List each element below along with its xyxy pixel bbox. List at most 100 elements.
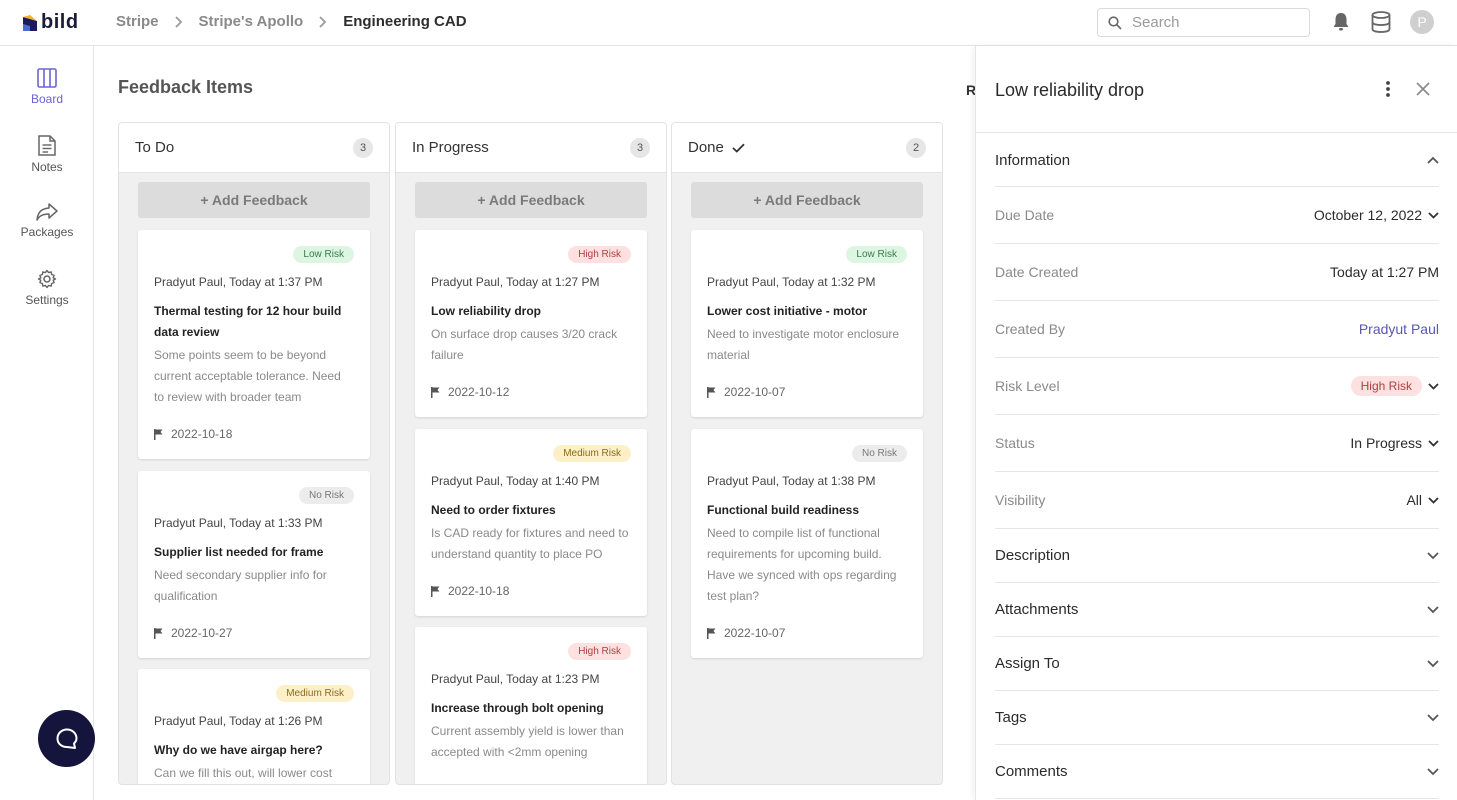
- column-count-badge: 3: [630, 137, 650, 158]
- card-title: Supplier list needed for frame: [154, 545, 324, 559]
- card-description: On surface drop causes 3/20 crack failur…: [431, 327, 618, 362]
- feedback-card[interactable]: Low Risk Pradyut Paul, Today at 1:37 PM …: [138, 230, 370, 459]
- card-description: Need to compile list of functional requi…: [707, 526, 897, 603]
- risk-badge: High Risk: [568, 246, 631, 263]
- database-icon[interactable]: [1370, 11, 1392, 33]
- section-assign-to[interactable]: Assign To: [995, 637, 1439, 691]
- card-description: Can we fill this out, will lower cost: [154, 766, 333, 780]
- column-done: Done 2 + Add Feedback Low Risk Pradyut P…: [671, 122, 943, 785]
- created-by-link[interactable]: Pradyut Paul: [1358, 321, 1439, 337]
- card-due-date: 2022-10-07: [707, 385, 785, 399]
- chevron-down-icon: [1427, 659, 1439, 667]
- nav-label: Board: [30, 92, 64, 106]
- field-status: Status In Progress: [995, 415, 1439, 472]
- card-meta: Pradyut Paul, Today at 1:23 PM: [431, 672, 600, 686]
- section-description[interactable]: Description: [995, 529, 1439, 583]
- logo-mark-icon: [23, 14, 37, 31]
- breadcrumb-item-project[interactable]: Stripe's Apollo: [198, 13, 304, 30]
- feedback-card[interactable]: High Risk Pradyut Paul, Today at 1:23 PM…: [415, 627, 647, 784]
- card-due-date: 2022-10-18: [431, 584, 509, 598]
- close-icon[interactable]: [1416, 82, 1430, 101]
- nav-item-settings[interactable]: Settings: [0, 269, 94, 307]
- chat-launcher-button[interactable]: [38, 710, 95, 767]
- column-title: In Progress: [412, 139, 489, 156]
- risk-badge: Low Risk: [846, 246, 907, 263]
- section-attachments[interactable]: Attachments: [995, 583, 1439, 637]
- feedback-card[interactable]: No Risk Pradyut Paul, Today at 1:38 PM F…: [691, 429, 923, 658]
- checkmark-icon: [732, 143, 745, 153]
- flag-icon: [707, 627, 716, 639]
- nav-label: Notes: [31, 160, 63, 174]
- panel-title: Low reliability drop: [995, 80, 1145, 100]
- chevron-down-icon: [1428, 382, 1439, 390]
- flag-icon: [431, 386, 440, 398]
- add-feedback-button[interactable]: + Add Feedback: [138, 182, 370, 218]
- top-bar: bild Stripe Stripe's Apollo Engineering …: [0, 0, 1457, 46]
- nav-item-board[interactable]: Board: [0, 68, 94, 106]
- feedback-card[interactable]: Low Risk Pradyut Paul, Today at 1:32 PM …: [691, 230, 923, 417]
- risk-badge: Medium Risk: [553, 445, 631, 462]
- card-meta: Pradyut Paul, Today at 1:27 PM: [431, 275, 600, 289]
- chevron-down-icon: [1427, 551, 1439, 559]
- breadcrumb-item-org[interactable]: Stripe: [116, 13, 159, 30]
- card-title: Thermal testing for 12 hour build data r…: [154, 304, 342, 339]
- feedback-card[interactable]: Medium Risk Pradyut Paul, Today at 1:26 …: [138, 669, 370, 784]
- field-created-by: Created By Pradyut Paul: [995, 301, 1439, 358]
- detail-panel: Low reliability drop Information Due Dat…: [975, 46, 1457, 800]
- column-todo: To Do 3 + Add Feedback Low Risk Pradyut …: [118, 122, 390, 785]
- section-tags[interactable]: Tags: [995, 691, 1439, 745]
- chevron-down-icon: [1427, 767, 1439, 775]
- feedback-card[interactable]: No Risk Pradyut Paul, Today at 1:33 PM S…: [138, 471, 370, 658]
- search-box[interactable]: [1097, 8, 1310, 37]
- status-dropdown[interactable]: In Progress: [1350, 435, 1439, 451]
- column-count-badge: 3: [353, 137, 373, 158]
- visibility-dropdown[interactable]: All: [1406, 492, 1439, 508]
- card-title: Functional build readiness: [707, 503, 860, 517]
- board-icon: [0, 68, 94, 88]
- search-input[interactable]: [1132, 14, 1292, 31]
- field-due-date: Due Date October 12, 2022: [995, 187, 1439, 244]
- card-title: Lower cost initiative - motor: [707, 304, 868, 318]
- more-options-icon[interactable]: [1385, 80, 1391, 103]
- risk-level-dropdown[interactable]: High Risk: [1350, 376, 1439, 396]
- logo[interactable]: bild: [22, 11, 79, 34]
- chevron-up-icon: [1427, 156, 1439, 164]
- logo-text: bild: [41, 11, 79, 33]
- field-risk-level: Risk Level High Risk: [995, 358, 1439, 415]
- information-section-header[interactable]: Information: [995, 134, 1439, 187]
- feedback-card[interactable]: High Risk Pradyut Paul, Today at 1:27 PM…: [415, 230, 647, 417]
- card-due-date: 2022-10-12: [431, 385, 509, 399]
- column-in-progress: In Progress 3 + Add Feedback High Risk P…: [395, 122, 667, 785]
- flag-icon: [707, 386, 716, 398]
- card-meta: Pradyut Paul, Today at 1:40 PM: [431, 474, 600, 488]
- chevron-right-icon: [319, 15, 327, 28]
- add-feedback-button[interactable]: + Add Feedback: [691, 182, 923, 218]
- avatar[interactable]: P: [1410, 10, 1434, 34]
- chevron-down-icon: [1428, 439, 1439, 447]
- card-meta: Pradyut Paul, Today at 1:26 PM: [154, 714, 323, 728]
- nav-item-notes[interactable]: Notes: [0, 135, 94, 174]
- search-icon: [1108, 15, 1122, 30]
- card-title: Why do we have airgap here?: [154, 743, 323, 757]
- bell-icon[interactable]: [1330, 11, 1352, 33]
- breadcrumb-item-current: Engineering CAD: [343, 13, 467, 30]
- card-description: Need secondary supplier info for qualifi…: [154, 568, 327, 603]
- share-icon: [0, 203, 94, 221]
- add-feedback-button[interactable]: + Add Feedback: [415, 182, 647, 218]
- card-description: Some points seem to be beyond current ac…: [154, 348, 341, 404]
- due-date-dropdown[interactable]: October 12, 2022: [1314, 207, 1439, 223]
- card-title: Increase through bolt opening: [431, 701, 604, 715]
- card-meta: Pradyut Paul, Today at 1:32 PM: [707, 275, 876, 289]
- card-title: Need to order fixtures: [431, 503, 556, 517]
- column-header: In Progress 3: [396, 123, 666, 173]
- section-comments[interactable]: Comments: [995, 745, 1439, 799]
- field-visibility: Visibility All: [995, 472, 1439, 529]
- feedback-card[interactable]: Medium Risk Pradyut Paul, Today at 1:40 …: [415, 429, 647, 616]
- chevron-down-icon: [1428, 496, 1439, 504]
- nav-item-packages[interactable]: Packages: [0, 203, 94, 239]
- nav-label: Settings: [25, 293, 69, 307]
- gear-icon: [0, 269, 94, 289]
- card-description: Current assembly yield is lower than acc…: [431, 724, 624, 759]
- risk-badge: Medium Risk: [276, 685, 354, 702]
- nav-label: Packages: [20, 225, 74, 239]
